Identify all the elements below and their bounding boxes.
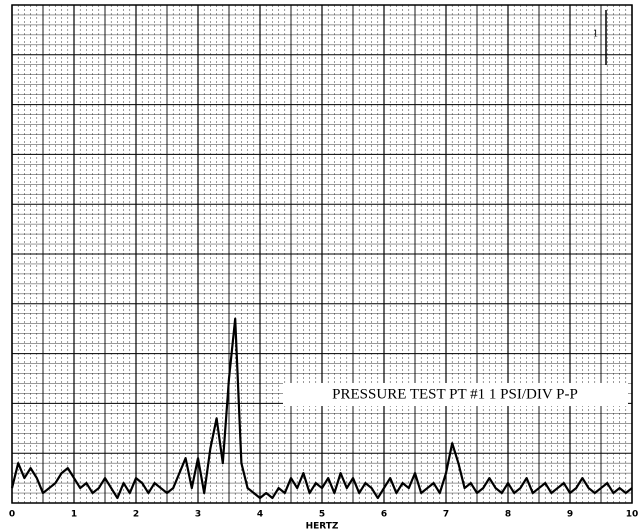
x-tick-label: 3 — [195, 510, 201, 520]
data-line — [10, 317, 633, 500]
annotation-box — [283, 383, 628, 406]
x-tick-label: 7 — [443, 510, 449, 520]
x-tick-label: 9 — [567, 510, 573, 520]
x-tick-label: 8 — [505, 510, 511, 520]
annotation: PRESSURE TEST PT #1 1 PSI/DIV P-P — [332, 386, 578, 402]
x-tick-label: 2 — [133, 510, 139, 520]
graph-paper — [11, 4, 633, 504]
x-tick-label: 6 — [381, 510, 387, 520]
scale-marker: 1 — [593, 28, 598, 39]
x-tick-label: 1 — [71, 510, 77, 520]
x-tick-label: 0 — [9, 510, 15, 520]
x-tick-label: 4 — [257, 510, 263, 520]
x-axis-label: HERTZ — [306, 522, 339, 532]
plot-frame — [11, 4, 633, 504]
x-tick-label: 5 — [319, 510, 325, 520]
x-tick-label: 10 — [626, 510, 639, 520]
plot — [10, 317, 633, 500]
